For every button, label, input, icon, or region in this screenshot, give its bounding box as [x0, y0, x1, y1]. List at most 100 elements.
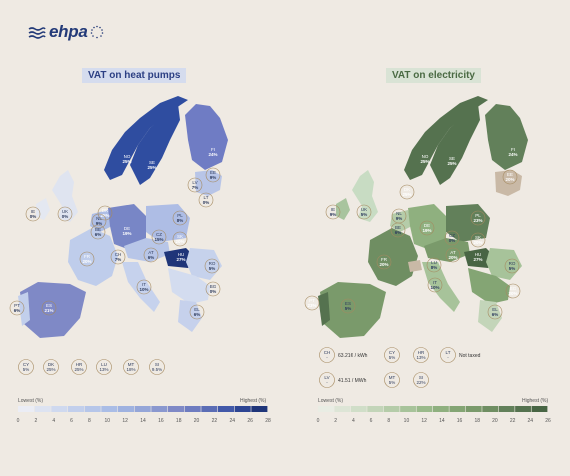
country-value: 8% — [431, 265, 438, 270]
country-value: 25% — [447, 161, 456, 166]
legend-tick: 10 — [404, 418, 410, 424]
legend-tick: 10 — [105, 418, 111, 424]
extra-value: 18% — [126, 367, 135, 372]
country-value: 20% — [448, 255, 457, 260]
heat-pumps-title: VAT on heat pumps — [82, 68, 187, 83]
country-label-es: ES5% — [340, 298, 356, 314]
extra-code: MT — [389, 375, 396, 380]
country-code: NO — [124, 154, 131, 159]
country-value: 0% — [62, 214, 69, 219]
label-ring — [79, 251, 95, 267]
country-value: 5% — [361, 212, 368, 217]
region-pl — [146, 204, 190, 242]
heat-pump-legend: 0 2 4 6 8 10 12 14 16 18 20 22 24 26 28 — [17, 406, 271, 424]
country-label-at: AT6% — [143, 247, 159, 263]
extra-code: MT — [128, 362, 135, 367]
heat-pump-map — [18, 96, 228, 338]
country-value: 20% — [175, 239, 184, 244]
extra-code: CH — [324, 350, 331, 355]
label-ring — [502, 169, 518, 185]
chip-ring — [384, 347, 400, 363]
legend-tick: 8 — [387, 418, 390, 424]
legend-tick: 12 — [122, 418, 128, 424]
el-legend-low: Lowest (%) — [318, 398, 344, 404]
country-code: LU — [431, 260, 437, 265]
legend-swatch — [416, 406, 433, 412]
country-code: RO — [209, 261, 216, 266]
legend-swatch — [318, 406, 334, 412]
legend-tick: 0 — [317, 418, 320, 424]
label-ring — [325, 204, 341, 220]
country-value: 0% — [203, 200, 210, 205]
extra-value: 25% — [46, 367, 55, 372]
country-code: HU — [178, 252, 185, 257]
country-value: 9% — [210, 175, 217, 180]
extra-value: 22% — [416, 380, 425, 385]
legend-swatch — [350, 406, 367, 412]
country-value: 6% — [492, 312, 499, 317]
label-ring — [91, 213, 107, 229]
extra-code: DK — [48, 362, 54, 367]
label-ring — [143, 247, 159, 263]
extra-value: 13% — [99, 367, 108, 372]
legend-swatch — [134, 406, 151, 412]
label-ring — [90, 224, 106, 240]
legend-swatch — [51, 406, 68, 412]
extra-value: 5% — [23, 367, 30, 372]
country-code: AT — [450, 250, 456, 255]
country-label-bg: BG0% — [205, 281, 221, 297]
country-label-el: EL6% — [189, 304, 205, 320]
country-label-ch: CH7% — [110, 249, 126, 265]
label-ring — [426, 257, 442, 273]
label-ring — [444, 230, 460, 246]
country-value: 20% — [508, 291, 517, 296]
country-label-uk: UK5% — [356, 204, 372, 220]
region-it — [122, 262, 160, 312]
country-value: 6% — [194, 312, 201, 317]
chip-ring — [18, 359, 34, 375]
country-code: ES — [345, 301, 351, 306]
country-label-pl: PL8% — [172, 210, 188, 226]
legend-tick: 28 — [265, 418, 271, 424]
country-value: 27% — [176, 257, 185, 262]
country-label-be: BE6% — [390, 222, 406, 238]
legend-tick: 24 — [230, 418, 236, 424]
country-code: DK — [102, 208, 108, 213]
label-ring — [445, 247, 461, 263]
country-code: DE — [424, 223, 430, 228]
region-it — [422, 262, 460, 312]
label-ring — [198, 192, 214, 208]
country-value: 6% — [395, 230, 402, 235]
label-ring — [419, 220, 435, 236]
country-value: 25% — [100, 213, 109, 218]
chip-ring — [43, 359, 59, 375]
label-ring — [151, 229, 167, 245]
legend-tick: 18 — [474, 418, 480, 424]
country-code: UK — [62, 209, 68, 214]
extra-ch: CH 63.21¢ / kWh - — [319, 347, 368, 363]
legend-swatch — [367, 406, 384, 412]
legend-swatch — [465, 406, 482, 412]
label-ring — [390, 222, 406, 238]
label-ring — [172, 210, 188, 226]
chip-ring — [319, 347, 335, 363]
legend-tick: 20 — [194, 418, 200, 424]
country-code: BG — [210, 284, 217, 289]
extra-value: 5% — [389, 355, 396, 360]
country-label-uk: UK0% — [57, 206, 73, 222]
